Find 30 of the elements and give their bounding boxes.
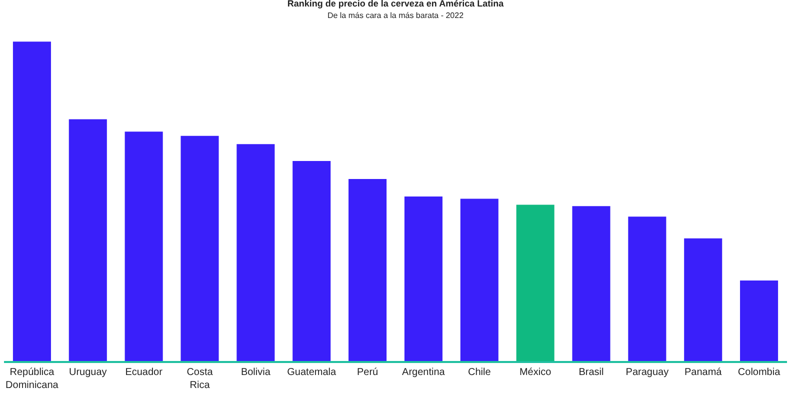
bar <box>684 238 722 361</box>
bar <box>124 132 163 361</box>
x-tick-label: Panamá <box>684 367 722 378</box>
x-tick-label: Perú <box>356 367 378 378</box>
x-tick-label: República Dominicana <box>6 367 59 391</box>
x-tick-label: Paraguay <box>626 367 669 378</box>
x-tick-label: Brasil <box>578 367 604 378</box>
bar <box>180 136 219 361</box>
bar <box>292 161 331 361</box>
x-tick-label: Costa Rica <box>186 367 214 391</box>
bar <box>572 206 610 361</box>
x-tick-label: Chile <box>468 367 492 378</box>
bar <box>68 119 107 361</box>
x-tick-label: Guatemala <box>287 367 337 378</box>
bar <box>460 198 498 361</box>
bar <box>740 280 778 361</box>
chart-title: Ranking de precio de la cerveza en América Latina <box>287 0 505 8</box>
chart-subtitle: De la más cara a la más barata - 2022 <box>327 10 464 20</box>
bar <box>348 178 387 361</box>
bar <box>12 42 51 361</box>
bar <box>404 196 442 361</box>
x-tick-label: Ecuador <box>125 367 164 378</box>
x-tick-label: Uruguay <box>68 367 107 378</box>
x-tick-label: Bolivia <box>240 367 271 378</box>
x-tick-label: Argentina <box>402 367 446 378</box>
bar <box>516 204 554 361</box>
x-tick-label: México <box>519 367 552 378</box>
bar <box>628 216 666 361</box>
bar <box>236 144 275 361</box>
x-tick-label: Colombia <box>738 367 781 378</box>
